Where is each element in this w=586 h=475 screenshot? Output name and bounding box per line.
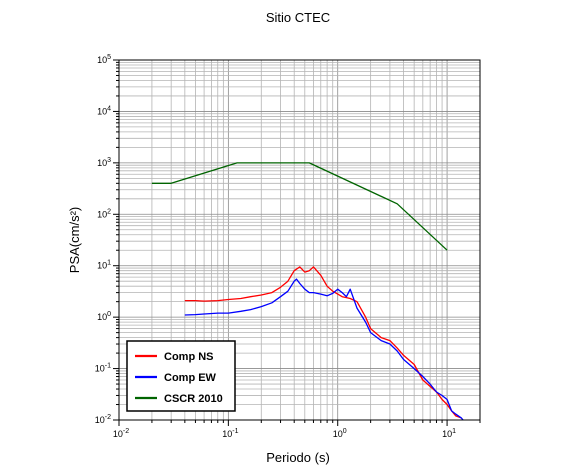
series-layer [151,162,464,421]
tick-label: 10-1 [222,428,238,439]
tick-label: 103 [97,157,111,168]
tick-label: 10-1 [95,363,111,374]
legend: Comp NS Comp EW CSCR 2010 [126,340,236,412]
tick-label: 102 [97,208,111,219]
plot-frame [118,59,481,421]
tick-label: 104 [97,105,111,116]
series-line-comp-ew [184,278,464,421]
series-line-comp-ns [184,266,462,419]
tick-label: 105 [97,54,111,65]
legend-label: CSCR 2010 [164,393,223,405]
legend-label: Comp EW [164,372,217,384]
tick-label: 101 [97,260,111,271]
tick-label: 10-2 [95,414,111,425]
legend-label: Comp NS [164,351,214,363]
tick-label: 10-2 [113,428,129,439]
tick-label: 100 [333,428,347,439]
series-line-cscr-2010 [151,162,448,251]
chart-title: Sitio CTEC [266,10,330,25]
tick-label: 101 [442,428,456,439]
y-axis-title: PSA(cm/s²) [67,207,82,273]
tick-label: 100 [97,311,111,322]
x-axis-title: Periodo (s) [266,450,330,465]
